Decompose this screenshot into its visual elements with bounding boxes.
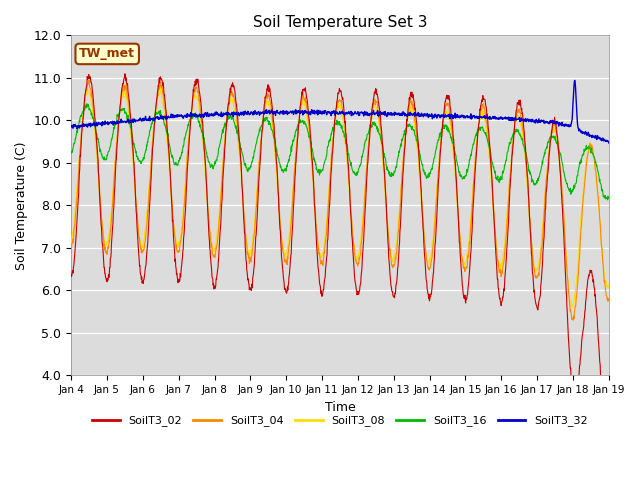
SoilT3_04 <box>174 248 182 254</box>
SoilT3_16 <box>174 162 182 168</box>
SoilT3_32 <box>493 115 501 121</box>
SoilT3_04 <box>85 77 93 83</box>
SoilT3_32 <box>247 109 255 115</box>
SoilT3_08 <box>248 245 255 251</box>
SoilT3_02 <box>121 71 129 77</box>
SoilT3_04 <box>541 192 549 197</box>
SoilT3_32 <box>571 77 579 83</box>
Title: Soil Temperature Set 3: Soil Temperature Set 3 <box>253 15 428 30</box>
SoilT3_16 <box>188 115 195 121</box>
Line: SoilT3_02: SoilT3_02 <box>71 74 609 480</box>
SoilT3_32 <box>605 140 612 146</box>
Text: TW_met: TW_met <box>79 48 135 60</box>
X-axis label: Time: Time <box>324 400 355 413</box>
SoilT3_32 <box>187 110 195 116</box>
SoilT3_08 <box>494 256 502 262</box>
Y-axis label: Soil Temperature (C): Soil Temperature (C) <box>15 141 28 270</box>
SoilT3_02 <box>248 288 255 293</box>
SoilT3_08 <box>174 241 182 247</box>
Line: SoilT3_16: SoilT3_16 <box>71 104 609 200</box>
SoilT3_08 <box>605 282 612 288</box>
SoilT3_16 <box>424 174 431 180</box>
SoilT3_16 <box>604 197 611 203</box>
SoilT3_08 <box>67 239 75 244</box>
SoilT3_32 <box>67 122 75 128</box>
SoilT3_02 <box>494 276 502 282</box>
SoilT3_08 <box>188 112 195 118</box>
SoilT3_16 <box>541 147 549 153</box>
SoilT3_02 <box>174 280 182 286</box>
Legend: SoilT3_02, SoilT3_04, SoilT3_08, SoilT3_16, SoilT3_32: SoilT3_02, SoilT3_04, SoilT3_08, SoilT3_… <box>88 411 592 431</box>
SoilT3_08 <box>568 304 576 310</box>
SoilT3_02 <box>605 477 612 480</box>
SoilT3_08 <box>541 187 549 193</box>
SoilT3_16 <box>605 195 612 201</box>
Line: SoilT3_32: SoilT3_32 <box>71 80 609 143</box>
SoilT3_08 <box>424 258 431 264</box>
SoilT3_16 <box>67 150 75 156</box>
SoilT3_02 <box>424 288 431 293</box>
SoilT3_16 <box>248 161 255 167</box>
SoilT3_02 <box>541 206 549 212</box>
SoilT3_02 <box>67 272 75 277</box>
SoilT3_04 <box>424 264 431 269</box>
SoilT3_04 <box>570 317 577 323</box>
SoilT3_32 <box>174 114 182 120</box>
SoilT3_04 <box>494 257 502 263</box>
SoilT3_04 <box>67 244 75 250</box>
Line: SoilT3_08: SoilT3_08 <box>71 86 609 307</box>
SoilT3_04 <box>248 255 255 261</box>
SoilT3_08 <box>156 84 164 89</box>
Line: SoilT3_04: SoilT3_04 <box>71 80 609 320</box>
SoilT3_02 <box>188 115 195 120</box>
SoilT3_32 <box>541 120 548 126</box>
SoilT3_32 <box>423 110 431 116</box>
SoilT3_16 <box>494 173 502 179</box>
SoilT3_04 <box>188 111 195 117</box>
SoilT3_16 <box>83 101 91 107</box>
SoilT3_04 <box>605 296 612 301</box>
